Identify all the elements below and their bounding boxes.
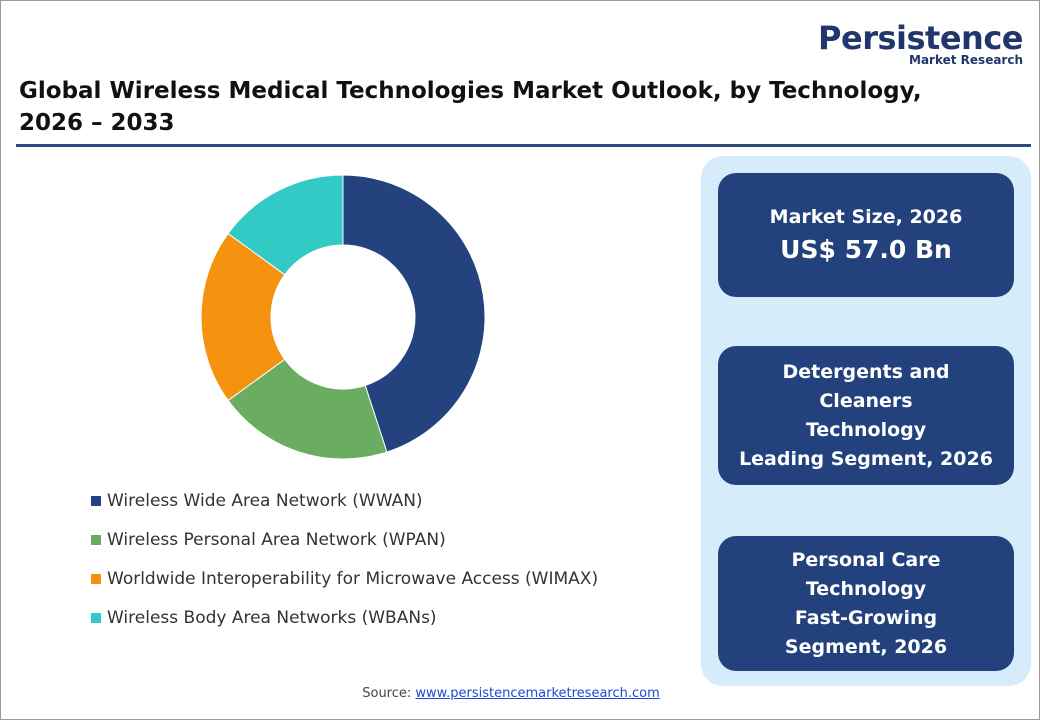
card-value: US$ 57.0 Bn (780, 234, 952, 264)
legend-swatch (91, 535, 101, 545)
source-link[interactable]: www.persistencemarketresearch.com (415, 686, 660, 701)
chart-title: Global Wireless Medical Technologies Mar… (19, 78, 922, 136)
legend-item: Worldwide Interoperability for Microwave… (91, 569, 598, 589)
card-label: Detergents and Cleaners Technology (782, 360, 950, 441)
donut-slice (227, 174, 344, 276)
logo-tagline: Market Research (909, 53, 1023, 67)
card-value: Fast-Growing Segment, 2026 (784, 606, 948, 658)
source: Source: www.persistencemarketresearch.co… (1, 686, 1021, 701)
legend-item: Wireless Personal Area Network (WPAN) (91, 530, 446, 550)
legend-label: Wireless Body Area Networks (WBANs) (107, 608, 437, 628)
donut-chart (200, 174, 486, 460)
legend-label: Wireless Wide Area Network (WWAN) (107, 491, 423, 511)
legend-label: Worldwide Interoperability for Microwave… (107, 569, 599, 589)
logo-name: Persistence (818, 19, 1023, 57)
card: Detergents and Cleaners Technology Leadi… (718, 346, 1014, 485)
donut-slice (227, 358, 388, 460)
legend-swatch (91, 496, 101, 506)
divider (16, 144, 1031, 147)
legend-swatch (91, 613, 101, 623)
card-label: Personal Care Technology (791, 548, 941, 600)
legend-item: Wireless Body Area Networks (WBANs) (91, 608, 437, 628)
card-label: Market Size, 2026 (769, 205, 963, 228)
legend-label: Wireless Personal Area Network (WPAN) (107, 530, 446, 550)
card: Market Size, 2026 US$ 57.0 Bn (718, 173, 1014, 297)
legend-item: Wireless Wide Area Network (WWAN) (91, 491, 423, 511)
donut-slice (200, 232, 286, 402)
card: Personal Care Technology Fast-Growing Se… (718, 536, 1014, 671)
legend-swatch (91, 574, 101, 584)
donut-slice (342, 174, 486, 453)
source-label: Source: (362, 686, 412, 701)
card-value: Leading Segment, 2026 (739, 447, 993, 470)
